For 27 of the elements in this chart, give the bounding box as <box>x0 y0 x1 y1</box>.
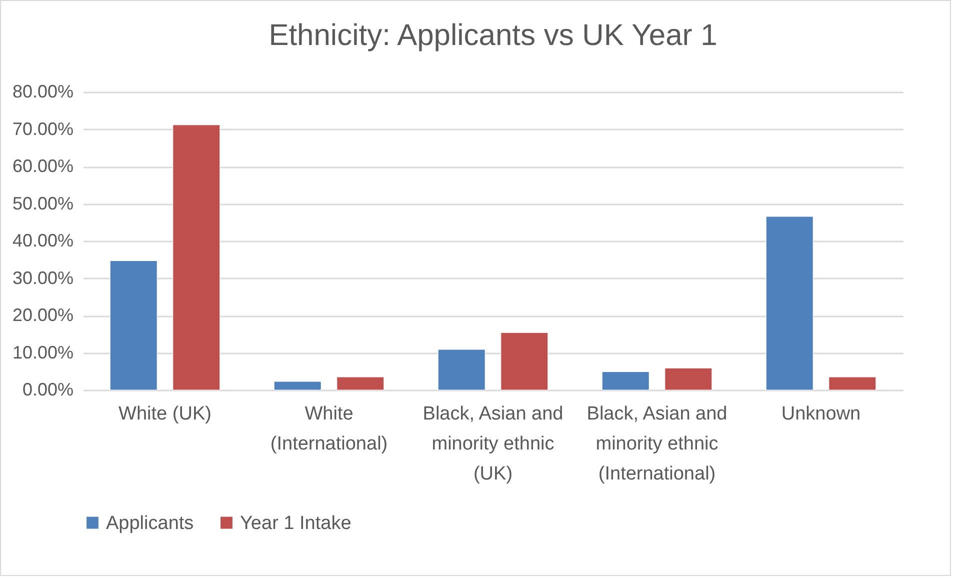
x-tick-label: White (UK) <box>118 404 212 424</box>
y-tick-label: 50.00% <box>12 193 74 214</box>
bar <box>110 260 158 390</box>
bar <box>602 371 650 390</box>
bar <box>172 124 220 390</box>
chart-title: Ethnicity: Applicants vs UK Year 1 <box>268 19 718 52</box>
legend-label: Year 1 Intake <box>240 512 352 534</box>
y-tick-label: 0.00% <box>22 380 74 400</box>
x-tick-label: Black, Asian and minority ethnic (UK) <box>422 404 564 484</box>
x-tick-label: Unknown <box>781 404 861 424</box>
bar <box>664 368 712 390</box>
bar <box>828 376 876 390</box>
y-tick-label: 80.00% <box>12 82 74 102</box>
bar <box>274 381 322 390</box>
y-tick-label: 20.00% <box>12 305 74 325</box>
bar <box>336 376 384 390</box>
y-tick-label: 70.00% <box>12 118 74 139</box>
y-tick-label: 10.00% <box>12 342 74 362</box>
bar <box>766 216 814 390</box>
legend-label: Applicants <box>106 512 194 534</box>
x-tick-label: White (International) <box>270 404 388 454</box>
y-tick-label: 30.00% <box>12 268 74 288</box>
bar <box>500 332 548 390</box>
bar <box>438 349 486 390</box>
y-tick-label: 60.00% <box>12 156 74 176</box>
x-tick-label: Black, Asian and minority ethnic (International) <box>586 404 728 484</box>
y-tick-label: 40.00% <box>12 230 74 250</box>
